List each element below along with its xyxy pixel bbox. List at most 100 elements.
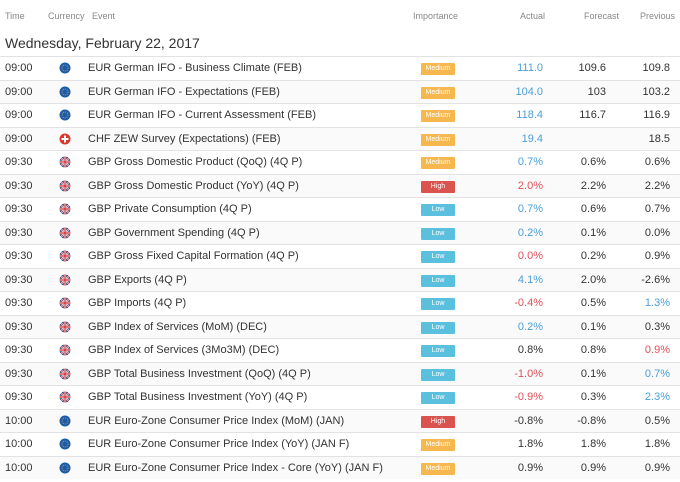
currency-flag <box>59 180 71 191</box>
event-row: 09:30 GBP Private Consumption (4Q P) Low 0.… <box>0 197 680 221</box>
currency-flag <box>59 415 71 426</box>
event-row: 10:00 EUR Euro-Zone Consumer Price Index … <box>0 432 680 456</box>
importance-badge: Low <box>421 227 455 240</box>
event-name: EUR Euro-Zone Consumer Price Index (YoY)… <box>88 438 350 450</box>
previous-value: 0.7% <box>644 367 670 380</box>
previous-value: 1.3% <box>644 297 670 309</box>
forecast-value: 0.2% <box>580 250 606 262</box>
time: 10:00 <box>5 414 33 427</box>
time: 09:00 <box>5 109 33 121</box>
previous-value: 1.8% <box>644 438 670 450</box>
currency-flag <box>59 321 71 332</box>
actual-value: 104.0 <box>515 85 543 98</box>
importance-badge: High <box>421 415 455 428</box>
event-name: GBP Government Spending (4Q P) <box>88 226 260 239</box>
importance-badge: Medium <box>421 133 455 146</box>
forecast-value: 0.6% <box>580 156 606 168</box>
previous-value: 2.3% <box>644 391 670 403</box>
previous-value: 103.2 <box>642 85 670 98</box>
event-row: 09:30 GBP Gross Domestic Product (QoQ) (4… <box>0 150 680 174</box>
time: 09:00 <box>5 85 33 98</box>
importance-badge: Low <box>421 368 455 381</box>
currency-flag <box>59 86 71 97</box>
actual-value: -0.4% <box>514 297 543 309</box>
previous-value: 0.5% <box>644 414 670 427</box>
event-name: EUR German IFO - Business Climate (FEB) <box>88 62 302 74</box>
forecast-value: -0.8% <box>577 414 606 427</box>
importance-badge: Medium <box>421 439 455 451</box>
forecast-value: 1.8% <box>580 438 606 450</box>
event-name: GBP Imports (4Q P) <box>88 297 187 309</box>
time: 09:30 <box>5 273 33 286</box>
event-row: 10:00 EUR Euro-Zone Consumer Price Index … <box>0 408 680 432</box>
forecast-value: 116.7 <box>579 109 606 121</box>
actual-value: -0.9% <box>514 391 543 403</box>
event-name: EUR Euro-Zone Consumer Price Index (MoM)… <box>88 414 345 427</box>
importance-badge: Low <box>421 392 455 404</box>
currency-flag <box>59 391 71 403</box>
actual-value: 111.0 <box>517 62 543 74</box>
event-name: GBP Index of Services (3Mo3M) (DEC) <box>88 344 280 356</box>
column-header: Importance <box>413 11 459 21</box>
previous-value: 0.3% <box>644 320 670 333</box>
actual-value: 2.0% <box>517 179 543 192</box>
event-name: GBP Gross Domestic Product (YoY) (4Q P) <box>88 179 299 192</box>
forecast-value: 109.6 <box>578 62 606 74</box>
event-row: 09:30 GBP Government Spending (4Q P) Low 0.… <box>0 220 680 244</box>
forecast-value: 103 <box>587 85 606 98</box>
event-name: GBP Total Business Investment (QoQ) (4Q … <box>88 367 311 380</box>
column-header: Forecast <box>584 11 620 21</box>
importance-badge: High <box>421 180 455 193</box>
previous-value: 2.2% <box>644 179 670 192</box>
forecast-value: 0.6% <box>580 203 606 215</box>
column-header: Currency <box>48 11 85 21</box>
previous-value: 0.9% <box>644 461 670 474</box>
importance-badge: Medium <box>421 110 455 122</box>
currency-flag <box>59 156 71 168</box>
time: 09:30 <box>5 226 33 239</box>
currency-flag <box>59 227 71 238</box>
column-header: Actual <box>520 11 546 21</box>
forecast-value: 0.1% <box>580 367 606 380</box>
actual-value: 19.4 <box>521 132 543 145</box>
event-name: GBP Exports (4Q P) <box>88 273 187 286</box>
event-row: 09:30 GBP Gross Fixed Capital Formation (… <box>0 244 680 268</box>
event-name: GBP Gross Fixed Capital Formation (4Q P) <box>88 250 299 262</box>
currency-flag <box>59 297 71 309</box>
event-name: GBP Private Consumption (4Q P) <box>88 203 252 215</box>
importance-badge: Medium <box>421 462 455 475</box>
time: 09:30 <box>5 250 33 262</box>
date-heading: Wednesday, February 22, 2017 <box>5 35 200 51</box>
previous-value: 0.6% <box>644 156 670 168</box>
previous-value: 0.9% <box>644 250 670 262</box>
importance-badge: Medium <box>421 63 455 75</box>
event-row: 09:00 CHF ZEW Survey (Expectations) (FEB)… <box>0 126 680 150</box>
actual-value: 118.4 <box>516 109 543 121</box>
actual-value: 0.2% <box>517 226 543 239</box>
event-name: CHF ZEW Survey (Expectations) (FEB) <box>88 132 281 145</box>
event-name: GBP Gross Domestic Product (QoQ) (4Q P) <box>88 156 303 168</box>
currency-flag <box>59 462 71 473</box>
actual-value: -1.0% <box>514 367 543 380</box>
time: 09:30 <box>5 391 33 403</box>
forecast-value: 2.2% <box>580 179 606 192</box>
previous-value: 0.9% <box>644 344 670 356</box>
event-row: 09:30 GBP Imports (4Q P) Low -0.4% 0.5% 1.3% <box>0 291 680 315</box>
importance-badge: Medium <box>421 157 455 169</box>
event-row: 09:00 EUR German IFO - Business Climate (… <box>0 56 680 80</box>
importance-badge: Low <box>421 204 455 216</box>
time: 09:30 <box>5 320 33 333</box>
actual-value: 0.9% <box>517 461 543 474</box>
actual-value: 0.7% <box>517 156 543 168</box>
actual-value: 4.1% <box>517 273 543 286</box>
event-name: GBP Total Business Investment (YoY) (4Q … <box>88 391 308 403</box>
currency-flag <box>59 250 71 262</box>
currency-flag <box>59 133 71 144</box>
time: 09:00 <box>5 62 33 74</box>
importance-badge: Low <box>421 298 455 310</box>
time: 09:30 <box>5 203 33 215</box>
forecast-value: 0.1% <box>580 226 606 239</box>
forecast-value: 0.8% <box>580 344 606 356</box>
actual-value: 0.0% <box>517 250 543 262</box>
